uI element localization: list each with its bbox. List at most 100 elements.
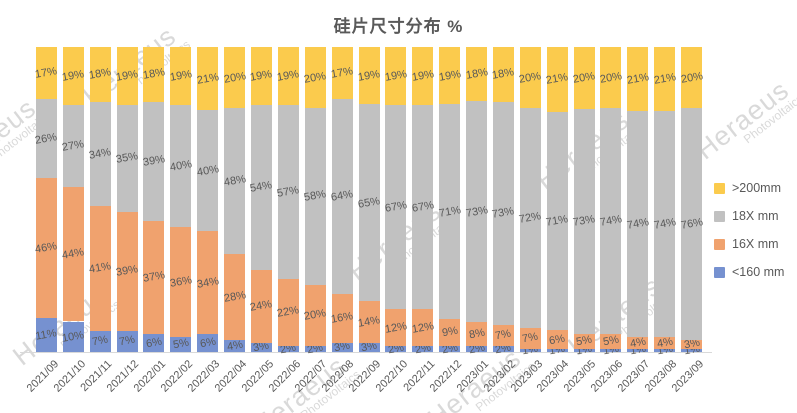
legend-item: 16X mm bbox=[714, 237, 784, 251]
bar-segment bbox=[62, 47, 84, 105]
bar-segment bbox=[492, 101, 514, 325]
bar-segment bbox=[224, 47, 246, 108]
legend-label: <160 mm bbox=[732, 265, 785, 279]
legend-label: 16X mm bbox=[732, 237, 779, 251]
bar-segment bbox=[600, 333, 622, 349]
bar-segment bbox=[358, 300, 380, 343]
bar-segment bbox=[654, 47, 676, 112]
bar-segment bbox=[331, 342, 353, 352]
bar-segment bbox=[35, 318, 57, 352]
bar-segment bbox=[170, 226, 192, 337]
bar-segment bbox=[466, 321, 488, 346]
segment-label: 4% bbox=[655, 335, 674, 351]
bar-segment bbox=[116, 330, 138, 352]
x-axis-line bbox=[20, 352, 712, 353]
bar-segment bbox=[89, 47, 111, 102]
bar-segment bbox=[654, 111, 676, 337]
bar-segment bbox=[170, 104, 192, 227]
bar-segment bbox=[412, 309, 434, 346]
legend-swatch-icon bbox=[714, 266, 725, 278]
bar-segment bbox=[385, 47, 407, 105]
bar-segment bbox=[573, 47, 595, 109]
bar-segment bbox=[573, 333, 595, 349]
chart-title: 硅片尺寸分布 % bbox=[333, 17, 464, 36]
legend-swatch-icon bbox=[714, 182, 725, 194]
bar-segment bbox=[277, 47, 299, 105]
bar-segment bbox=[89, 205, 111, 331]
bar-segment bbox=[224, 254, 246, 340]
bar-segment bbox=[197, 333, 219, 352]
bar-segment bbox=[627, 111, 649, 337]
segment-label: 6% bbox=[198, 335, 217, 351]
bar-segment bbox=[143, 101, 165, 221]
legend-label: >200mm bbox=[732, 181, 781, 195]
bar-segment bbox=[519, 47, 541, 108]
bar-segment bbox=[600, 47, 622, 108]
bar-segment bbox=[277, 345, 299, 352]
legend: >200mm 18X mm 16X mm <160 mm bbox=[714, 181, 784, 293]
bar-segment bbox=[385, 309, 407, 346]
bar-segment bbox=[627, 336, 649, 349]
bar-segment bbox=[681, 339, 703, 349]
bar-segment bbox=[277, 104, 299, 279]
bar-segment bbox=[143, 47, 165, 102]
bar-segment bbox=[358, 342, 380, 352]
bar-segment bbox=[304, 47, 326, 108]
bar-segment bbox=[412, 104, 434, 310]
bar-segment bbox=[143, 333, 165, 352]
bar-segment bbox=[519, 348, 541, 352]
bar-segment bbox=[466, 345, 488, 352]
bar-segment bbox=[250, 342, 272, 352]
bar-segment bbox=[385, 345, 407, 352]
segment-label: 4% bbox=[225, 338, 244, 354]
bar-segment bbox=[385, 104, 407, 310]
segment-label: 6% bbox=[145, 335, 163, 351]
legend-item: 18X mm bbox=[714, 209, 784, 223]
bar-segment bbox=[331, 98, 353, 295]
bar-segment bbox=[439, 318, 461, 346]
bar-segment bbox=[358, 104, 380, 301]
bar-segment bbox=[492, 324, 514, 346]
bar-segment bbox=[546, 47, 568, 112]
bar-segment bbox=[116, 47, 138, 105]
bar-segment bbox=[250, 47, 272, 105]
bar-segment bbox=[439, 345, 461, 352]
bar-segment bbox=[116, 104, 138, 212]
bar-segment bbox=[519, 108, 541, 328]
bar-segment bbox=[654, 348, 676, 352]
legend-swatch-icon bbox=[714, 210, 725, 222]
bar-segment bbox=[197, 47, 219, 111]
bar-segment bbox=[466, 47, 488, 102]
bar-segment bbox=[546, 111, 568, 331]
bar-segment bbox=[89, 101, 111, 206]
legend-label: 18X mm bbox=[732, 209, 779, 223]
bar-segment bbox=[654, 336, 676, 349]
bar-segment bbox=[412, 345, 434, 352]
bar-segment bbox=[492, 47, 514, 102]
legend-item: <160 mm bbox=[714, 265, 784, 279]
bar-segment bbox=[627, 47, 649, 112]
bar-segment bbox=[519, 327, 541, 349]
bar-segment bbox=[62, 321, 84, 352]
bar-segment bbox=[143, 220, 165, 334]
bar-segment bbox=[35, 47, 57, 99]
bar-segment bbox=[546, 348, 568, 352]
bar-segment bbox=[35, 98, 57, 179]
bar-segment bbox=[600, 348, 622, 352]
bar-segment bbox=[681, 348, 703, 352]
bar-segment bbox=[600, 108, 622, 334]
bar-segment bbox=[35, 178, 57, 319]
bar-segment bbox=[492, 345, 514, 352]
bar-segment bbox=[170, 47, 192, 105]
bar-segment bbox=[224, 339, 246, 352]
legend-item: >200mm bbox=[714, 181, 784, 195]
bar-segment bbox=[197, 110, 219, 232]
bar-segment bbox=[224, 108, 246, 255]
bar-segment bbox=[573, 108, 595, 334]
bar-segment bbox=[681, 47, 703, 108]
segment-label: 6% bbox=[548, 332, 567, 347]
bar-segment bbox=[170, 336, 192, 352]
bar-segment bbox=[62, 187, 84, 322]
